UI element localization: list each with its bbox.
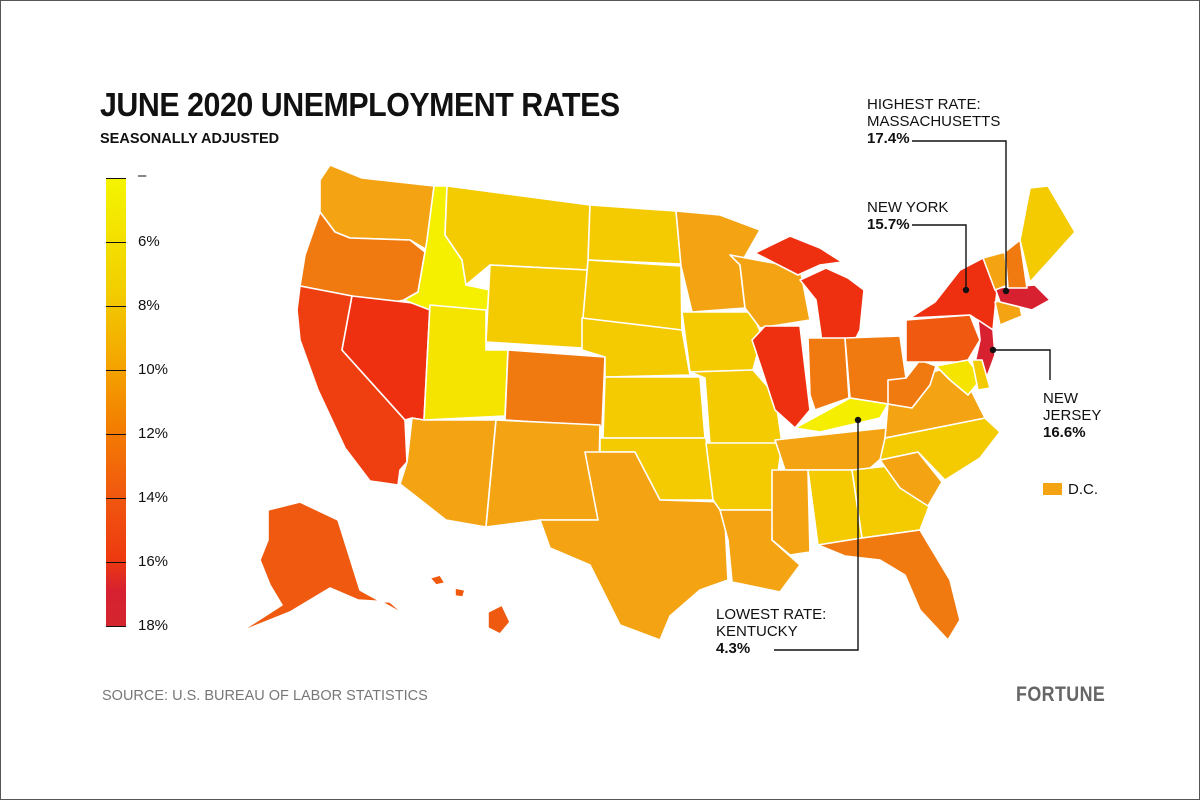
legend-tick xyxy=(106,306,126,307)
state-md xyxy=(935,359,983,396)
legend-tick xyxy=(106,242,126,243)
callout-label: KENTUCKY xyxy=(716,623,798,640)
callout-value: 4.3% xyxy=(716,640,751,657)
page-subtitle: SEASONALLY ADJUSTED xyxy=(100,131,280,147)
source-note: SOURCE: U.S. BUREAU OF LABOR STATISTICS xyxy=(102,688,428,704)
callout-massachusetts: HIGHEST RATE: MASSACHUSETTS 17.4% xyxy=(867,96,1000,147)
legend-tick-label: 16% xyxy=(138,553,169,570)
state-in xyxy=(807,337,850,411)
state-nh xyxy=(1004,239,1028,289)
legend-tick xyxy=(106,562,126,563)
callout-dot-kentucky xyxy=(854,416,862,424)
state-az xyxy=(399,417,497,528)
state-me xyxy=(1019,185,1076,283)
states-layer xyxy=(239,164,1076,641)
callout-dot-new-jersey xyxy=(989,346,997,354)
state-tn xyxy=(774,427,899,471)
callout-label: LOWEST RATE: xyxy=(716,606,827,623)
state-ar xyxy=(705,442,783,511)
callout-label: HIGHEST RATE: xyxy=(867,96,981,113)
legend-tick xyxy=(106,626,126,627)
state-ms xyxy=(771,469,811,556)
legend-tick xyxy=(106,498,126,499)
state-nm xyxy=(485,419,601,528)
state-tx xyxy=(539,451,729,641)
legend-tick-label: 12% xyxy=(138,425,169,442)
state-fl xyxy=(817,529,961,641)
legend-tick-label: – xyxy=(138,167,147,184)
state-pa xyxy=(905,314,981,363)
callout-value: 17.4% xyxy=(867,130,910,147)
state-ks xyxy=(602,376,706,439)
legend-tick-label: 10% xyxy=(138,361,169,378)
dc-label: D.C. xyxy=(1068,481,1098,498)
callout-value: 16.6% xyxy=(1043,424,1086,441)
legend-tick xyxy=(106,434,126,435)
state-mi xyxy=(799,267,865,343)
state-nd xyxy=(587,204,682,265)
state-co xyxy=(504,349,606,428)
callout-line-new-jersey xyxy=(993,349,1051,380)
brand-logo: FORTUNE xyxy=(1016,683,1106,706)
callout-line-new-york xyxy=(912,224,967,290)
state-ky xyxy=(794,397,889,433)
state-ak xyxy=(239,501,406,633)
legend-tick-label: 18% xyxy=(138,617,169,634)
legend-tick xyxy=(106,370,126,371)
state-mi xyxy=(754,235,843,276)
callout-line-kentucky xyxy=(774,420,859,651)
state-hi xyxy=(429,574,446,586)
state-hi xyxy=(454,587,466,598)
legend-tick-label: 8% xyxy=(138,297,160,314)
state-wv xyxy=(887,359,937,409)
state-il xyxy=(751,325,811,429)
legend-tick-label: 14% xyxy=(138,489,169,506)
state-de xyxy=(971,359,991,391)
state-wy xyxy=(485,264,589,349)
legend-tick xyxy=(106,178,126,179)
callout-new-jersey: NEW JERSEY 16.6% xyxy=(1043,390,1101,441)
callout-label: NEW YORK xyxy=(867,199,949,216)
callout-new-york: NEW YORK 15.7% xyxy=(867,199,948,233)
callout-label: JERSEY xyxy=(1043,407,1102,424)
callout-dot-new-york xyxy=(962,286,970,294)
dc-swatch xyxy=(1043,483,1062,495)
callout-dot-massachusetts xyxy=(1002,287,1010,295)
state-ia xyxy=(681,311,763,373)
page-title: JUNE 2020 UNEMPLOYMENT RATES xyxy=(100,86,620,123)
callout-label: MASSACHUSETTS xyxy=(867,113,1001,130)
callout-label: NEW xyxy=(1043,390,1078,407)
legend-tick-label: 6% xyxy=(138,233,160,250)
legend-color-bar xyxy=(106,178,126,626)
state-hi xyxy=(487,604,511,635)
callout-kentucky: LOWEST RATE: KENTUCKY 4.3% xyxy=(716,606,826,657)
callout-value: 15.7% xyxy=(867,216,910,233)
callout-line-massachusetts xyxy=(912,140,1007,291)
